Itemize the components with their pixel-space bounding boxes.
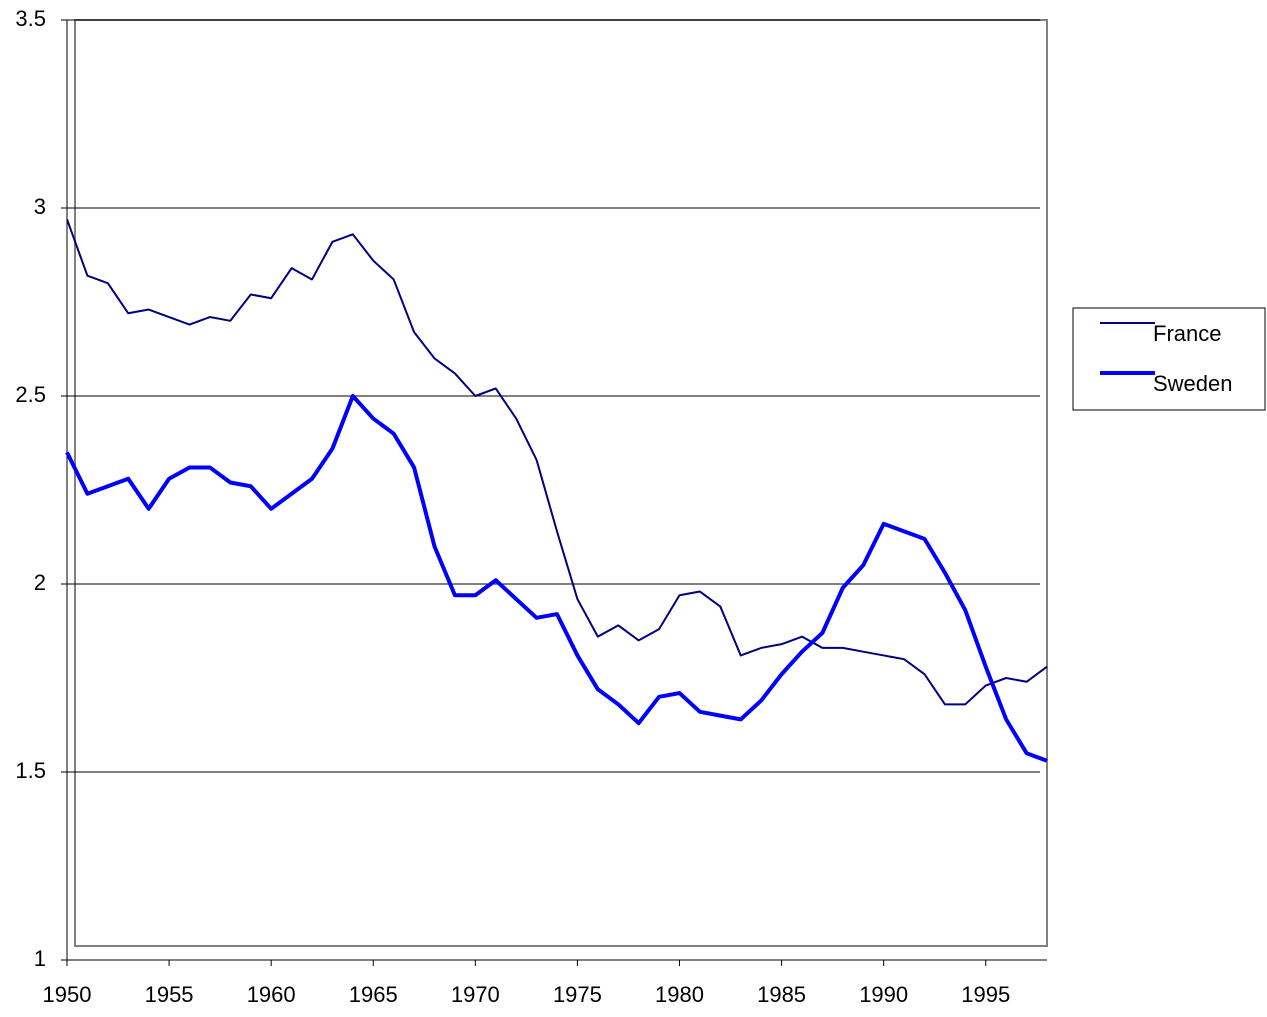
line-series [66,218,1048,706]
x-tick-label: 1970 [451,982,500,1007]
x-tick-label: 1990 [859,982,908,1007]
x-tick-label: 1980 [655,982,704,1007]
x-tick-label: 1950 [43,982,92,1007]
line-series [65,394,1048,763]
x-tick-label: 1975 [553,982,602,1007]
legend-label: Sweden [1153,371,1233,396]
y-tick-label: 2 [34,570,46,595]
plot-frame [74,19,1048,947]
legend-label: France [1153,321,1221,346]
legend-box [1072,307,1266,411]
y-tick-label: 2.5 [15,382,46,407]
x-tick-label: 1985 [757,982,806,1007]
y-tick-label: 1 [34,946,46,971]
y-tick-label: 3.5 [15,6,46,31]
x-tick-label: 1995 [961,982,1010,1007]
y-tick-label: 3 [34,194,46,219]
x-tick-label: 1960 [247,982,296,1007]
x-tick-label: 1955 [145,982,194,1007]
y-tick-label: 1.5 [15,758,46,783]
x-tick-label: 1965 [349,982,398,1007]
